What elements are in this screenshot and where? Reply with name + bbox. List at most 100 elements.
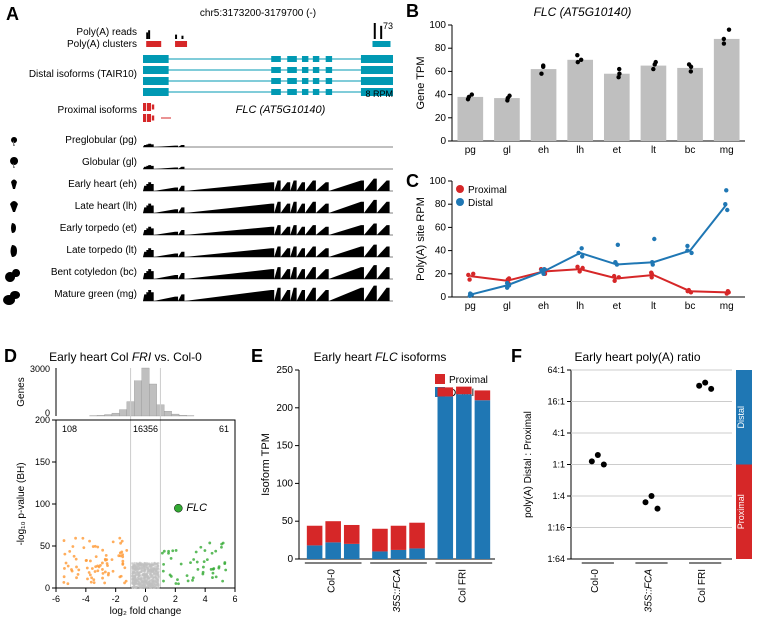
svg-text:150: 150 xyxy=(35,457,50,467)
svg-text:lh: lh xyxy=(576,301,584,312)
svg-text:Gene TPM: Gene TPM xyxy=(415,57,427,110)
panel-b: B FLC (AT5G10140) 020406080100Gene TPMpg… xyxy=(410,5,755,175)
svg-text:3000: 3000 xyxy=(30,364,50,374)
svg-text:Early heart (eh): Early heart (eh) xyxy=(68,179,137,190)
svg-text:Mature green (mg): Mature green (mg) xyxy=(54,289,137,300)
svg-text:Late torpedo (lt): Late torpedo (lt) xyxy=(66,245,137,256)
svg-text:108: 108 xyxy=(62,424,77,434)
svg-text:Proximal: Proximal xyxy=(449,375,488,386)
panel-f-title: Early heart poly(A) ratio xyxy=(515,350,760,364)
svg-text:Globular (gl): Globular (gl) xyxy=(82,157,137,168)
svg-text:0: 0 xyxy=(143,594,148,604)
svg-text:20: 20 xyxy=(435,113,447,124)
svg-text:Col FRI: Col FRI xyxy=(697,569,708,603)
svg-text:-6: -6 xyxy=(52,594,60,604)
svg-text:1:16: 1:16 xyxy=(547,523,565,533)
svg-text:Isoform TPM: Isoform TPM xyxy=(260,433,272,496)
svg-text:Proximal: Proximal xyxy=(736,494,746,529)
svg-text:lt: lt xyxy=(651,301,656,312)
svg-text:Distal: Distal xyxy=(468,198,493,209)
svg-text:100: 100 xyxy=(276,478,293,489)
svg-text:log₂ fold change: log₂ fold change xyxy=(110,606,182,617)
svg-text:200: 200 xyxy=(35,415,50,425)
svg-text:poly(A) Distal : Proximal: poly(A) Distal : Proximal xyxy=(523,411,534,518)
svg-text:60: 60 xyxy=(435,66,447,77)
svg-text:gl: gl xyxy=(503,301,511,312)
svg-text:61: 61 xyxy=(219,424,229,434)
svg-text:16356: 16356 xyxy=(133,424,158,434)
svg-text:lh: lh xyxy=(576,145,584,156)
svg-text:Poly(A) reads: Poly(A) reads xyxy=(76,27,137,38)
svg-text:35S::FCA: 35S::FCA xyxy=(392,569,403,613)
svg-text:Proximal isoforms: Proximal isoforms xyxy=(58,105,137,116)
svg-text:64:1: 64:1 xyxy=(547,365,565,375)
svg-text:eh: eh xyxy=(538,301,549,312)
svg-text:et: et xyxy=(613,145,622,156)
svg-text:100: 100 xyxy=(35,499,50,509)
genomic-coord: chr5:3173200-3179700 (-) xyxy=(118,8,398,19)
svg-text:250: 250 xyxy=(276,365,293,376)
svg-text:pg: pg xyxy=(465,145,476,156)
svg-text:0: 0 xyxy=(440,292,446,303)
svg-text:Genes: Genes xyxy=(16,377,27,406)
svg-text:Preglobular (pg): Preglobular (pg) xyxy=(65,135,137,146)
svg-text:Poly(A) clusters: Poly(A) clusters xyxy=(67,39,137,50)
panel-f-label: F xyxy=(511,346,522,367)
svg-text:-2: -2 xyxy=(112,594,120,604)
svg-text:1:4: 1:4 xyxy=(552,491,565,501)
svg-text:pg: pg xyxy=(465,301,476,312)
svg-text:gl: gl xyxy=(503,145,511,156)
panel-f: F Early heart poly(A) ratio 64:116:14:11… xyxy=(515,350,760,630)
svg-text:mg: mg xyxy=(720,301,734,312)
svg-text:Proximal: Proximal xyxy=(468,185,507,196)
svg-text:200: 200 xyxy=(276,403,293,414)
svg-text:Poly(A) site RPM: Poly(A) site RPM xyxy=(415,197,427,281)
svg-text:60: 60 xyxy=(435,222,447,233)
svg-text:Distal: Distal xyxy=(736,406,746,429)
svg-text:et: et xyxy=(613,301,622,312)
panel-c-label: C xyxy=(406,171,419,192)
svg-text:80: 80 xyxy=(435,199,447,210)
svg-text:16:1: 16:1 xyxy=(547,397,565,407)
svg-text:Col FRI: Col FRI xyxy=(457,569,468,603)
svg-text:20: 20 xyxy=(435,269,447,280)
svg-text:40: 40 xyxy=(435,246,447,257)
svg-text:mg: mg xyxy=(720,145,734,156)
svg-text:Early torpedo (et): Early torpedo (et) xyxy=(60,223,137,234)
track-area: 73Poly(A) readsPoly(A) clustersDistal is… xyxy=(8,19,398,319)
svg-text:0: 0 xyxy=(440,136,446,147)
svg-text:6: 6 xyxy=(232,594,237,604)
panel-e-title: Early heart FLC isoforms xyxy=(255,350,505,364)
panel-c: C 020406080100Poly(A) site RPMpgglehlhet… xyxy=(410,175,755,340)
svg-text:-log₁₀ p-value (BH): -log₁₀ p-value (BH) xyxy=(16,462,27,545)
svg-text:Bent cotyledon (bc): Bent cotyledon (bc) xyxy=(51,267,137,278)
svg-text:Col-0: Col-0 xyxy=(327,569,338,593)
svg-text:2: 2 xyxy=(173,594,178,604)
panel-e: E Early heart FLC isoforms 0501001502002… xyxy=(255,350,505,630)
svg-text:0: 0 xyxy=(45,583,50,593)
svg-text:Distal isoforms (TAIR10): Distal isoforms (TAIR10) xyxy=(29,69,137,80)
svg-text:FLC: FLC xyxy=(186,502,207,514)
panel-a: A chr5:3173200-3179700 (-) 73Poly(A) rea… xyxy=(8,8,398,338)
svg-text:100: 100 xyxy=(429,176,446,187)
svg-text:eh: eh xyxy=(538,145,549,156)
svg-text:150: 150 xyxy=(276,441,293,452)
panel-b-label: B xyxy=(406,1,419,22)
svg-text:40: 40 xyxy=(435,90,447,101)
panel-d-label: D xyxy=(4,346,17,367)
svg-text:0: 0 xyxy=(287,554,293,565)
svg-text:1:1: 1:1 xyxy=(552,460,565,470)
svg-text:80: 80 xyxy=(435,43,447,54)
panel-d: D Early heart Col FRI vs. Col-0 30000Gen… xyxy=(8,350,243,630)
svg-text:1:64: 1:64 xyxy=(547,554,565,564)
svg-text:bc: bc xyxy=(685,145,696,156)
svg-text:100: 100 xyxy=(429,20,446,31)
panel-b-title: FLC (AT5G10140) xyxy=(410,5,755,19)
svg-text:-4: -4 xyxy=(82,594,90,604)
svg-text:bc: bc xyxy=(685,301,696,312)
panel-d-title: Early heart Col FRI vs. Col-0 xyxy=(8,350,243,364)
svg-text:50: 50 xyxy=(40,541,50,551)
svg-text:50: 50 xyxy=(282,516,294,527)
svg-text:FLC (AT5G10140): FLC (AT5G10140) xyxy=(236,104,326,116)
svg-text:Col-0: Col-0 xyxy=(590,569,601,593)
